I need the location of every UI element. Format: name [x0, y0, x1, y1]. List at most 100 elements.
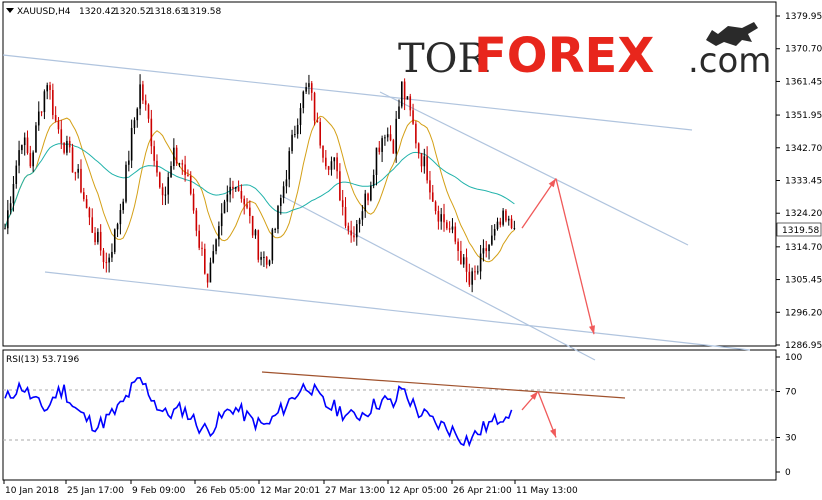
- candle-body: [440, 214, 443, 222]
- candle-body: [46, 85, 49, 92]
- candle-body: [192, 193, 195, 211]
- time-tick-label: 27 Mar 13:00: [325, 486, 385, 496]
- candle-body: [310, 83, 313, 93]
- channel-upper-line: [2, 54, 693, 131]
- candle-body: [187, 175, 189, 177]
- candle-body: [482, 248, 485, 254]
- candle-body: [105, 262, 108, 264]
- candle-body: [409, 96, 412, 111]
- candle-body: [384, 137, 386, 139]
- candle-body: [156, 160, 158, 173]
- candle-body: [175, 147, 178, 164]
- time-tick-label: 12 Mar 20:01: [260, 486, 320, 496]
- candle-body: [4, 228, 6, 230]
- candle-body: [215, 239, 217, 252]
- price-panel-frame: [2, 1, 777, 347]
- time-tick-label: 12 Apr 05:00: [389, 486, 448, 496]
- candle-body: [71, 147, 74, 173]
- logo-part2: FOREX: [474, 28, 654, 84]
- dropdown-triangle-icon[interactable]: [6, 8, 14, 13]
- time-tick-label: 25 Jan 17:00: [67, 486, 124, 496]
- price-tick-label: 1305.45: [785, 276, 822, 286]
- candle-body: [406, 96, 409, 100]
- torforex-logo: TOR FOREX .com: [398, 22, 771, 84]
- candle-body: [249, 207, 251, 216]
- candle-body: [325, 157, 327, 167]
- price-tick-label: 1286.95: [785, 341, 822, 351]
- candle-body: [372, 174, 375, 186]
- candle-body: [218, 226, 220, 240]
- candle-body: [88, 208, 91, 218]
- candle-body: [443, 214, 445, 223]
- rsi-panel-frame: [2, 349, 777, 481]
- price-tick-label: 1361.45: [785, 77, 822, 87]
- candle-body: [268, 260, 271, 265]
- candle-body: [392, 140, 395, 154]
- rsi-axis: 100 70 30 0: [776, 353, 802, 478]
- candle-body: [426, 156, 428, 181]
- candle-body: [513, 228, 516, 230]
- candle-body: [341, 200, 344, 207]
- candle-body: [63, 142, 65, 153]
- candle-body: [364, 193, 367, 212]
- rsi-trendline: [261, 371, 626, 399]
- candle-body: [195, 210, 198, 231]
- price-tick-label: 1379.95: [785, 12, 822, 22]
- candle-body: [434, 201, 437, 212]
- candle-body: [448, 228, 451, 230]
- rsi-title: RSI(13) 53.7196: [6, 355, 79, 365]
- candle-body: [474, 271, 476, 273]
- candle-body: [358, 219, 361, 225]
- candle-body: [15, 165, 18, 184]
- candle-body: [43, 91, 46, 113]
- candle-body: [35, 125, 37, 153]
- candle-body: [173, 147, 175, 167]
- time-tick-label: 9 Feb 09:00: [132, 486, 186, 496]
- candle-body: [502, 210, 504, 225]
- candle-body: [451, 226, 454, 230]
- moving-averages: [4, 115, 515, 263]
- candle-body: [113, 229, 116, 252]
- rsi-tick-label: 0: [785, 468, 791, 478]
- candle-body: [144, 100, 147, 105]
- candle-body: [336, 157, 338, 172]
- candle-body: [460, 250, 462, 265]
- candle-body: [488, 244, 490, 252]
- bull-logo-icon: [706, 22, 758, 46]
- candle-body: [491, 235, 493, 245]
- candle-body: [285, 179, 288, 187]
- candle-body: [122, 201, 124, 211]
- candle-body: [133, 120, 136, 128]
- time-axis: 10 Jan 2018 25 Jan 17:00 9 Feb 09:00 26 Feb…: [3, 480, 578, 496]
- candle-body: [167, 177, 170, 195]
- candle-body: [316, 120, 319, 123]
- candle-body: [99, 231, 102, 251]
- candle-body: [209, 262, 212, 283]
- candle-body: [420, 153, 423, 167]
- candle-body: [322, 145, 324, 158]
- candle-body: [212, 251, 215, 263]
- candle-body: [80, 168, 82, 193]
- candle-body: [125, 164, 127, 202]
- price-tick-label: 1370.70: [785, 45, 822, 55]
- price-tick-label: 1296.20: [785, 308, 822, 318]
- candle-body: [147, 104, 150, 119]
- candle-body: [32, 152, 34, 167]
- candle-body: [313, 92, 316, 121]
- candle-body: [54, 115, 57, 121]
- candle-body: [189, 176, 192, 194]
- rsi-tick-label: 30: [785, 434, 797, 444]
- candle-body: [97, 231, 99, 243]
- arrow-head-icon: [550, 428, 556, 438]
- candle-body: [367, 193, 369, 201]
- candle-body: [229, 186, 231, 195]
- candle-body: [431, 192, 434, 202]
- price-tick-label: 1314.70: [785, 243, 822, 253]
- price-tick-label: 1342.70: [785, 144, 822, 154]
- candle-body: [49, 85, 51, 91]
- current-price-box: [776, 222, 822, 237]
- rsi-line: [4, 376, 513, 448]
- candle-body: [246, 204, 248, 208]
- candle-body: [85, 199, 88, 209]
- candle-body: [102, 250, 105, 263]
